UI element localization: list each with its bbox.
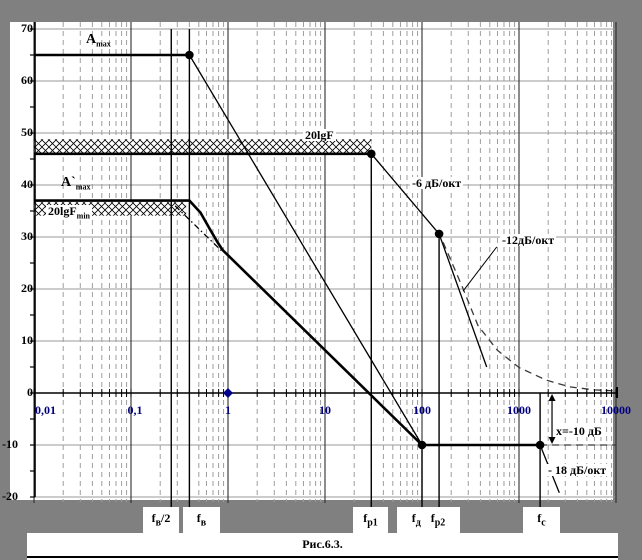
- x-tick-label: 1000: [507, 403, 531, 417]
- freq-box-fv: fв: [183, 507, 220, 533]
- depth-minus10-label: х=-10 дБ: [554, 424, 604, 438]
- x-tick-label: 0,01: [35, 403, 57, 417]
- y-tick-label: 10: [21, 333, 33, 347]
- caption-rule: [27, 556, 618, 558]
- x-tick-label: 10: [319, 403, 331, 417]
- y-tick-label: 0: [27, 385, 33, 399]
- figure-caption: Рис.6.3.: [302, 537, 343, 551]
- y-tick-label: 40: [21, 177, 33, 191]
- freq-box-fc: fс: [523, 507, 560, 533]
- x-tick-label: 1: [225, 403, 231, 417]
- y-tick-label: 50: [21, 125, 33, 139]
- slope-12db-label: -12дБ/окт: [500, 233, 557, 247]
- x-tick-label: 0,1: [127, 403, 143, 417]
- x-tick-label: 10000: [601, 403, 631, 417]
- caption-strip: Рис.6.3.: [27, 533, 618, 560]
- axes: [30, 22, 618, 498]
- x-tick-label: 100: [413, 403, 431, 417]
- y-tick-label: -10: [2, 437, 18, 451]
- amax-label: Amax: [86, 32, 111, 49]
- y-tick-label: -20: [2, 489, 18, 503]
- freq-box-fv2: fв/2: [143, 507, 179, 533]
- freq-box-fp1: fр1: [353, 507, 388, 533]
- response-curves: [34, 53, 617, 494]
- y-tick-label: 30: [21, 229, 33, 243]
- plot-panel: [10, 22, 613, 500]
- lgf-label: 20lgF: [303, 128, 336, 142]
- y-tick-label: 70: [21, 21, 33, 35]
- lgfmin-label: 20lgFmin: [46, 204, 93, 221]
- freq-box-fd-fp2: fд fр2: [397, 507, 460, 533]
- y-tick-label: 60: [21, 73, 33, 87]
- gridlines: [33, 22, 617, 503]
- slope-6db-label: -6 дБ/окт: [410, 176, 464, 190]
- amax-closed-label: A`max: [61, 175, 91, 192]
- arrows-and-pointers: [462, 246, 556, 444]
- y-tick-label: 20: [21, 281, 33, 295]
- frequency-marker-lines: [170, 29, 541, 507]
- slope-18db-label: - 18 дБ/окт: [546, 463, 609, 477]
- blue-diamond-marker: [223, 388, 233, 398]
